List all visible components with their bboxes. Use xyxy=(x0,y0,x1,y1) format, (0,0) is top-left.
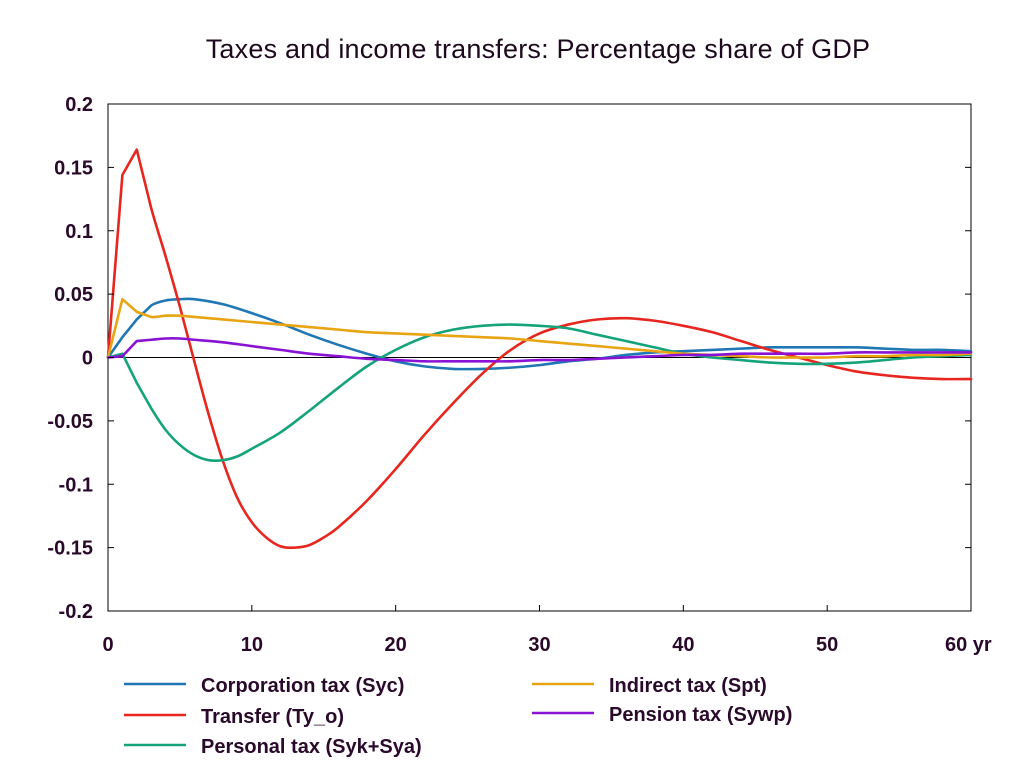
x-tick-label: 10 xyxy=(241,634,263,656)
axes: 0.2 0.15 0.1 0.05 0 -0.05 -0.1 -0.15 -0.2 0 10 20 30… xyxy=(47,94,992,656)
series-line-4 xyxy=(106,297,973,359)
series-line-1 xyxy=(106,297,973,371)
x-tick-label: 40 xyxy=(672,634,694,656)
y-tick-label: -0.1 xyxy=(59,474,93,496)
legend-label: Personal tax (Syk+Sya) xyxy=(201,736,422,758)
series-line-5 xyxy=(106,337,973,363)
series-line-3 xyxy=(106,323,973,463)
x-tick-label: 20 xyxy=(385,634,407,656)
x-tick-label: 50 xyxy=(816,634,838,656)
series-line-2 xyxy=(106,148,973,550)
x-tick-label: 60 yr xyxy=(945,634,992,656)
y-tick-label: 0.15 xyxy=(54,157,93,179)
y-tick-label: -0.05 xyxy=(47,411,93,433)
y-tick-label: 0.2 xyxy=(65,94,93,116)
legend: Corporation tax (Syc) Transfer (Ty_o) Pers… xyxy=(124,675,792,758)
x-tick-label: 0 xyxy=(102,634,113,656)
legend-label: Corporation tax (Syc) xyxy=(201,675,404,697)
y-tick-label: 0 xyxy=(82,348,93,370)
legend-label: Indirect tax (Spt) xyxy=(609,675,767,697)
legend-label: Transfer (Ty_o) xyxy=(201,706,344,728)
series-layer xyxy=(106,148,973,550)
chart-title: Taxes and income transfers: Percentage s… xyxy=(205,34,871,64)
legend-label: Pension tax (Sywp) xyxy=(609,704,792,726)
y-tick-label: -0.15 xyxy=(47,538,93,560)
y-tick-label: 0.1 xyxy=(65,221,93,243)
y-tick-label: 0.05 xyxy=(54,284,93,306)
x-tick-label: 30 xyxy=(528,634,550,656)
y-tick-label: -0.2 xyxy=(59,601,93,623)
